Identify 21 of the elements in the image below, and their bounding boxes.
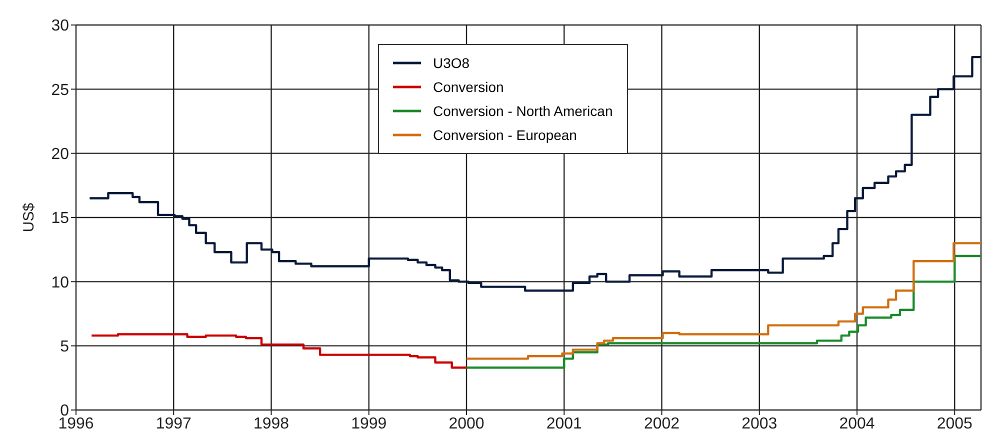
x-tick-label: 2000: [448, 415, 484, 432]
y-tick-label: 30: [51, 18, 70, 35]
y-tick-label: 15: [51, 210, 70, 228]
y-tick-label: 10: [51, 274, 70, 292]
legend-label: Conversion: [433, 79, 504, 95]
x-tick-label: 1996: [58, 415, 94, 432]
y-tick-label: 5: [60, 338, 70, 356]
x-tick-label: 1997: [156, 415, 192, 432]
x-tick-label: 2002: [644, 415, 680, 432]
legend-label: Conversion - European: [433, 127, 577, 143]
y-axis-title: US$: [20, 202, 38, 232]
legend-label: Conversion - North American: [433, 103, 613, 119]
y-tick-label: 20: [51, 146, 70, 164]
x-tick-label: 1999: [351, 415, 387, 432]
x-tick-label: 2004: [839, 415, 875, 432]
y-tick-label: 25: [51, 82, 70, 99]
legend-label: U3O8: [433, 55, 470, 71]
x-tick-label: 2003: [742, 415, 778, 432]
x-tick-label: 2001: [546, 415, 582, 432]
x-tick-label: 2005: [936, 415, 973, 432]
x-tick-label: 1998: [253, 415, 290, 432]
